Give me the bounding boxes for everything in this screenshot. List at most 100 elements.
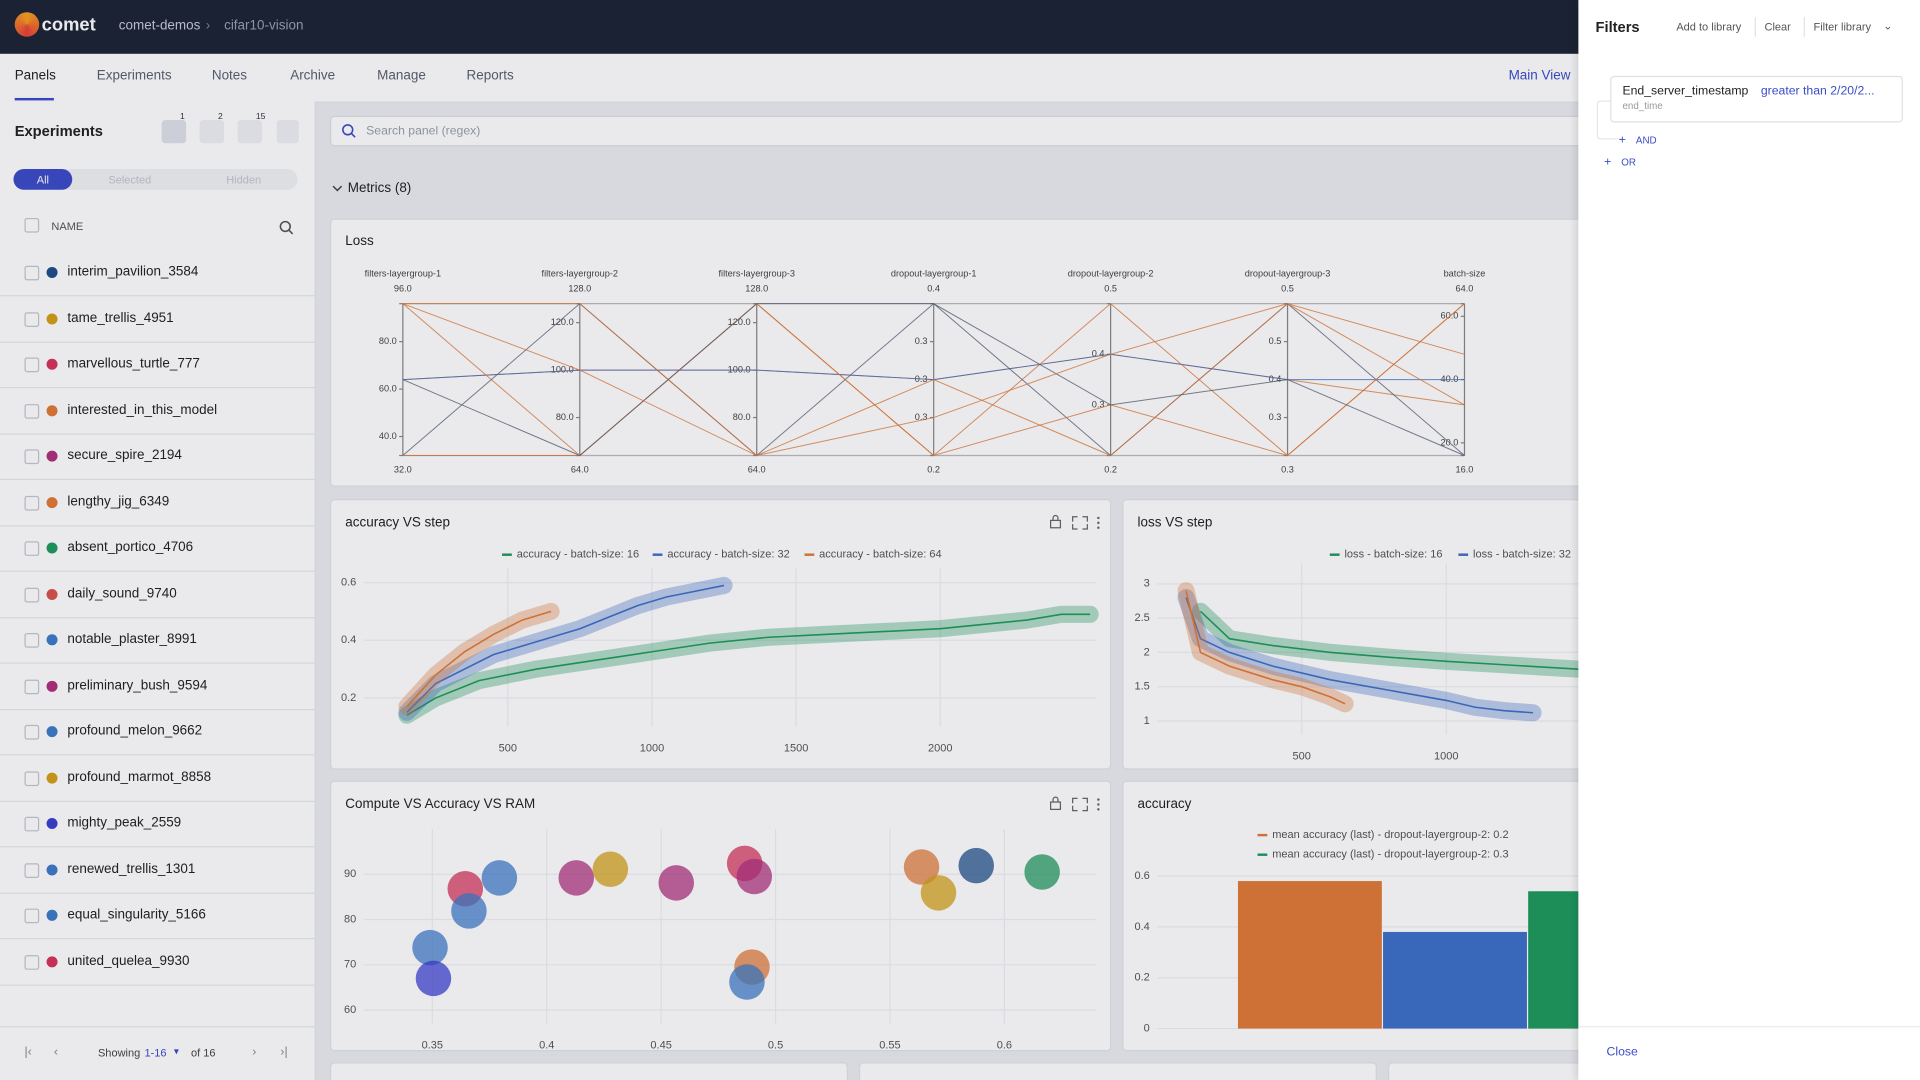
- row-checkbox[interactable]: [24, 311, 40, 327]
- segment-active[interactable]: [13, 168, 73, 190]
- legend-label[interactable]: accuracy - batch-size: 32: [667, 549, 789, 561]
- row-checkbox[interactable]: [24, 403, 40, 419]
- experiment-name[interactable]: secure_spire_2194: [67, 448, 182, 463]
- experiment-row[interactable]: secure_spire_2194: [0, 433, 315, 480]
- tab[interactable]: Archive: [290, 68, 336, 84]
- pager-dropdown[interactable]: ▾: [173, 1045, 179, 1057]
- dropdown-icon[interactable]: ⌄: [1883, 19, 1893, 32]
- rule-condition[interactable]: greater than 2/20/2...: [1760, 84, 1875, 98]
- experiment-name[interactable]: absent_portico_4706: [67, 540, 194, 555]
- row-checkbox[interactable]: [24, 724, 40, 740]
- segment[interactable]: Selected: [108, 173, 152, 187]
- logo-icon[interactable]: [14, 12, 40, 37]
- last-page[interactable]: ›|: [280, 1045, 288, 1060]
- scatter-point[interactable]: [451, 893, 487, 929]
- row-checkbox[interactable]: [24, 633, 40, 648]
- row-checkbox[interactable]: [24, 678, 40, 694]
- first-page[interactable]: |‹: [24, 1045, 32, 1060]
- next-page[interactable]: ›: [252, 1045, 257, 1060]
- bar[interactable]: [1383, 931, 1527, 1029]
- or-button[interactable]: OR: [1621, 156, 1636, 168]
- filter-action[interactable]: Add to library: [1676, 20, 1742, 34]
- select-all[interactable]: [24, 217, 40, 233]
- tab[interactable]: Reports: [466, 68, 514, 84]
- experiment-name[interactable]: mighty_peak_2559: [67, 815, 182, 831]
- and-button[interactable]: AND: [1635, 134, 1657, 146]
- search-bar[interactable]: [330, 115, 1920, 147]
- experiment-row[interactable]: preliminary_bush_9594: [0, 663, 315, 710]
- legend-label[interactable]: mean accuracy (last) - dropout-layergrou…: [1272, 829, 1508, 841]
- experiment-row[interactable]: equal_singularity_5166: [0, 893, 315, 940]
- column-header[interactable]: NAME: [51, 220, 84, 233]
- lock-icon[interactable]: [1050, 801, 1062, 811]
- experiment-name[interactable]: marvellous_turtle_777: [67, 356, 200, 372]
- scatter-point[interactable]: [903, 849, 940, 885]
- scatter-point[interactable]: [412, 929, 448, 966]
- experiment-row[interactable]: notable_plaster_8991: [0, 617, 315, 664]
- toolbar-button[interactable]: [199, 120, 225, 144]
- scatter-point[interactable]: [415, 960, 452, 997]
- experiment-name[interactable]: preliminary_bush_9594: [67, 677, 208, 693]
- and-icon[interactable]: +: [1618, 133, 1626, 147]
- row-checkbox[interactable]: [24, 449, 40, 465]
- row-checkbox[interactable]: [24, 908, 40, 924]
- experiment-name[interactable]: united_quelea_9930: [67, 953, 190, 968]
- row-checkbox[interactable]: [24, 495, 40, 510]
- experiment-name[interactable]: profound_melon_9662: [67, 723, 203, 739]
- view-select[interactable]: Main View: [1508, 68, 1571, 84]
- scatter-point[interactable]: [736, 858, 773, 895]
- scatter-point[interactable]: [920, 875, 957, 911]
- scatter-point[interactable]: [658, 865, 695, 901]
- section-chevron[interactable]: [332, 185, 343, 192]
- experiment-name[interactable]: tame_trellis_4951: [67, 310, 174, 326]
- tab[interactable]: Panels: [14, 68, 56, 84]
- experiment-row[interactable]: marvellous_turtle_777: [0, 342, 315, 389]
- experiment-name[interactable]: daily_sound_9740: [67, 585, 177, 601]
- close-button[interactable]: Close: [1606, 1045, 1638, 1060]
- section-title[interactable]: Metrics (8): [348, 180, 412, 195]
- legend-label[interactable]: loss - batch-size: 32: [1473, 549, 1571, 561]
- scatter-point[interactable]: [481, 860, 518, 896]
- more-icon[interactable]: [1097, 526, 1100, 529]
- experiment-name[interactable]: notable_plaster_8991: [67, 631, 197, 647]
- search-icon[interactable]: [279, 220, 294, 235]
- more-icon[interactable]: [1097, 798, 1100, 801]
- prev-page[interactable]: ‹: [53, 1045, 58, 1060]
- experiment-row[interactable]: lengthy_jig_6349: [0, 479, 315, 526]
- toolbar-button[interactable]: [237, 120, 263, 144]
- tab[interactable]: Notes: [211, 68, 248, 84]
- filter-action[interactable]: Clear: [1764, 20, 1791, 34]
- scatter-point[interactable]: [1024, 854, 1060, 890]
- experiment-row[interactable]: renewed_trellis_1301: [0, 847, 315, 894]
- legend-label[interactable]: accuracy - batch-size: 16: [517, 549, 639, 561]
- row-checkbox[interactable]: [24, 541, 40, 556]
- experiment-row[interactable]: tame_trellis_4951: [0, 296, 315, 343]
- toolbar-button[interactable]: [161, 120, 187, 144]
- experiment-row[interactable]: interested_in_this_model: [0, 388, 315, 435]
- logo[interactable]: comet: [41, 14, 96, 36]
- lock-icon[interactable]: [1050, 519, 1062, 529]
- segment[interactable]: Hidden: [226, 173, 262, 187]
- tab[interactable]: Manage: [377, 68, 426, 84]
- experiment-name[interactable]: renewed_trellis_1301: [67, 861, 196, 877]
- or-icon[interactable]: +: [1604, 155, 1612, 169]
- filter-rule[interactable]: End_server_timestamp greater than 2/20/2…: [1610, 75, 1903, 123]
- row-checkbox[interactable]: [24, 816, 40, 832]
- experiment-name[interactable]: equal_singularity_5166: [67, 907, 206, 923]
- experiment-row[interactable]: interim_pavilion_3584: [0, 250, 315, 297]
- row-checkbox[interactable]: [24, 862, 40, 878]
- experiment-name[interactable]: lengthy_jig_6349: [67, 494, 170, 509]
- more-icon[interactable]: [1097, 516, 1100, 520]
- more-icon[interactable]: [1097, 808, 1100, 811]
- experiment-name[interactable]: interested_in_this_model: [67, 402, 218, 417]
- experiment-row[interactable]: mighty_peak_2559: [0, 801, 315, 848]
- legend-label[interactable]: mean accuracy (last) - dropout-layergrou…: [1272, 849, 1508, 861]
- pager-range[interactable]: 1-16: [144, 1046, 167, 1060]
- project[interactable]: cifar10-vision: [224, 18, 304, 34]
- filter-action[interactable]: Filter library: [1813, 20, 1872, 34]
- modal-overlay[interactable]: [0, 0, 1579, 1080]
- legend-label[interactable]: loss - batch-size: 16: [1344, 549, 1442, 561]
- legend-label[interactable]: accuracy - batch-size: 64: [819, 549, 941, 561]
- scatter-point[interactable]: [958, 847, 994, 884]
- segment[interactable]: All: [36, 173, 49, 187]
